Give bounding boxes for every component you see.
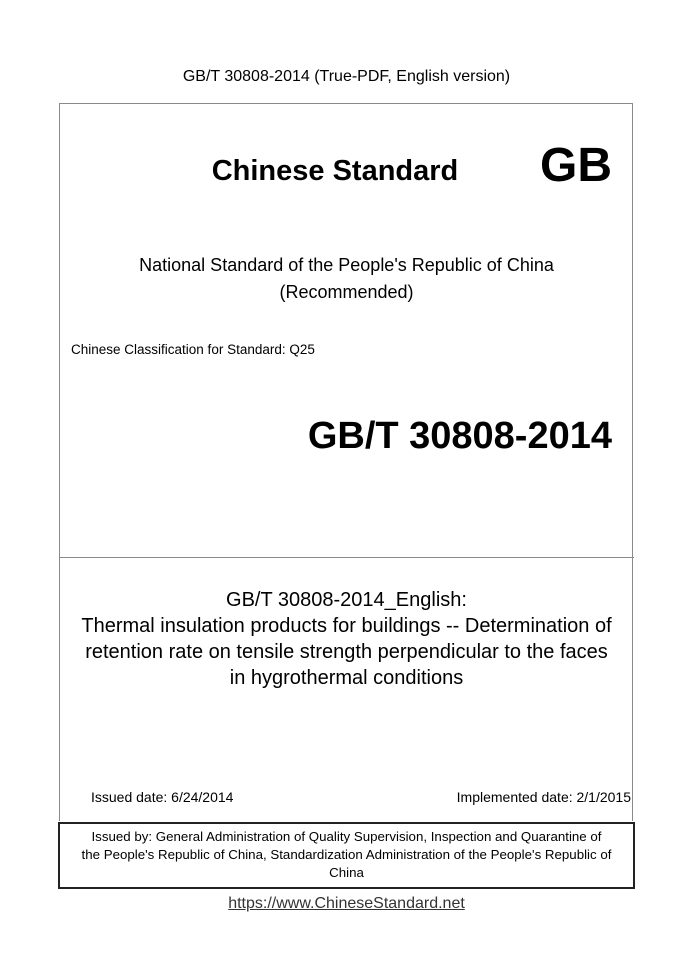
implemented-date: Implemented date: 2/1/2015 <box>456 789 631 805</box>
classification: Chinese Classification for Standard: Q25 <box>71 342 315 357</box>
divider <box>59 557 634 558</box>
issuer-box: Issued by: General Administration of Qua… <box>58 822 635 889</box>
issuer-line: Issued by: General Administration of Qua… <box>91 829 602 844</box>
issued-date: Issued date: 6/24/2014 <box>91 789 234 805</box>
document-title: GB/T 30808-2014_English: Thermal insulat… <box>59 587 634 691</box>
title-line: GB/T 30808-2014_English: <box>226 589 467 611</box>
recommended-line: (Recommended) <box>279 282 414 302</box>
issuer-line: the People's Republic of China, Standard… <box>81 847 612 862</box>
title-line: in hygrothermal conditions <box>229 667 464 689</box>
gb-mark: GB <box>540 139 612 192</box>
national-line: National Standard of the People's Republ… <box>139 255 554 275</box>
issuer-line: China <box>329 865 364 880</box>
page-header: GB/T 30808-2014 (True-PDF, English versi… <box>182 68 511 85</box>
website-link[interactable]: https://www.ChineseStandard.net <box>228 895 465 912</box>
cover-frame <box>59 103 633 821</box>
national-standard-text: National Standard of the People's Republ… <box>59 252 634 306</box>
standard-number: GB/T 30808-2014 <box>307 415 612 457</box>
standard-label: Chinese Standard <box>211 155 459 187</box>
title-line: Thermal insulation products for building… <box>81 615 612 637</box>
title-line: retention rate on tensile strength perpe… <box>85 641 608 663</box>
